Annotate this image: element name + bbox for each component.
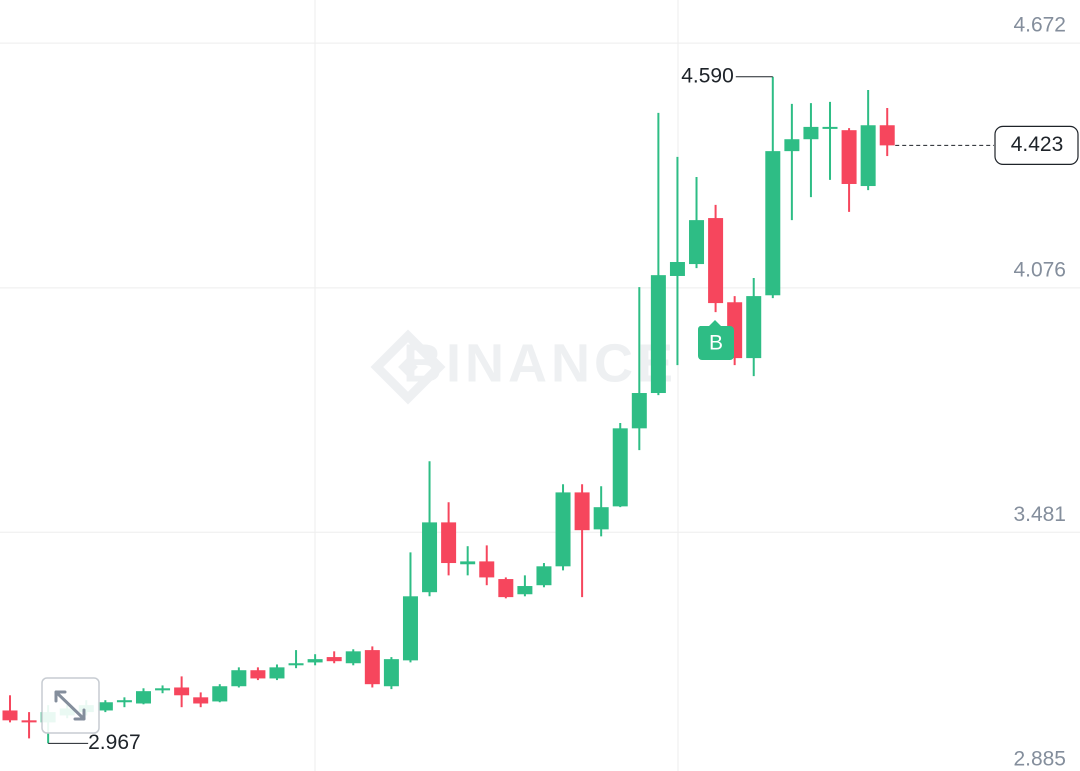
y-tick-label: 2.885 (1013, 748, 1066, 771)
expand-button[interactable] (41, 677, 100, 734)
candle-body (479, 561, 495, 578)
candle-body (517, 586, 533, 595)
watermark-logo (370, 329, 446, 405)
y-tick-label: 4.672 (1013, 14, 1066, 37)
candle-body (116, 700, 132, 703)
candle-body (841, 130, 857, 184)
candle-body (97, 702, 113, 711)
candle-body (2, 710, 18, 721)
candle-body (803, 126, 819, 140)
candle-body (460, 561, 476, 565)
candle-body (307, 659, 323, 663)
candle-body (746, 296, 762, 359)
candle-body (555, 492, 571, 567)
candle-body (383, 659, 399, 687)
candle-body (879, 125, 895, 146)
candle-body (689, 220, 705, 265)
candle-body (155, 688, 171, 691)
candle-body (135, 691, 151, 704)
candle-body (326, 657, 342, 662)
high-label: 4.590 (681, 64, 734, 87)
candle-body (822, 126, 838, 129)
candle-body (402, 596, 418, 661)
plot: 2.885 3.481 4.076 4.672 (0, 14, 1080, 771)
candle-body (574, 492, 590, 531)
candle-body (860, 125, 876, 187)
last-price-label: 4.423 (1011, 133, 1064, 156)
candle-body (441, 522, 457, 564)
candle-body (250, 670, 266, 679)
candle-body (212, 686, 228, 702)
y-tick-label: 4.076 (1013, 258, 1066, 281)
last-price-box (994, 125, 1079, 165)
buy-marker: B (697, 320, 734, 360)
candle-body (650, 275, 666, 394)
candle-body (631, 393, 647, 429)
candle-body (593, 507, 609, 530)
candle-body (669, 262, 685, 276)
candle-body (345, 651, 361, 664)
candle-body (708, 218, 724, 304)
watermark: BINANCE (403, 333, 677, 393)
candle-body (765, 151, 781, 296)
candle-body (269, 667, 285, 679)
low-label: 2.967 (88, 731, 141, 754)
y-tick-label: 3.481 (1013, 503, 1066, 526)
candle-body (21, 720, 37, 723)
candle-body (231, 670, 247, 687)
candle-body (364, 650, 380, 685)
candle-body (612, 428, 628, 507)
candle-body (193, 697, 209, 704)
candle-body (536, 566, 552, 586)
candle-body (784, 139, 800, 152)
candle-body (288, 663, 304, 666)
marker-label: B (709, 332, 723, 355)
candle-body (498, 579, 514, 598)
candle-body (422, 522, 438, 593)
candle-body (174, 687, 190, 696)
